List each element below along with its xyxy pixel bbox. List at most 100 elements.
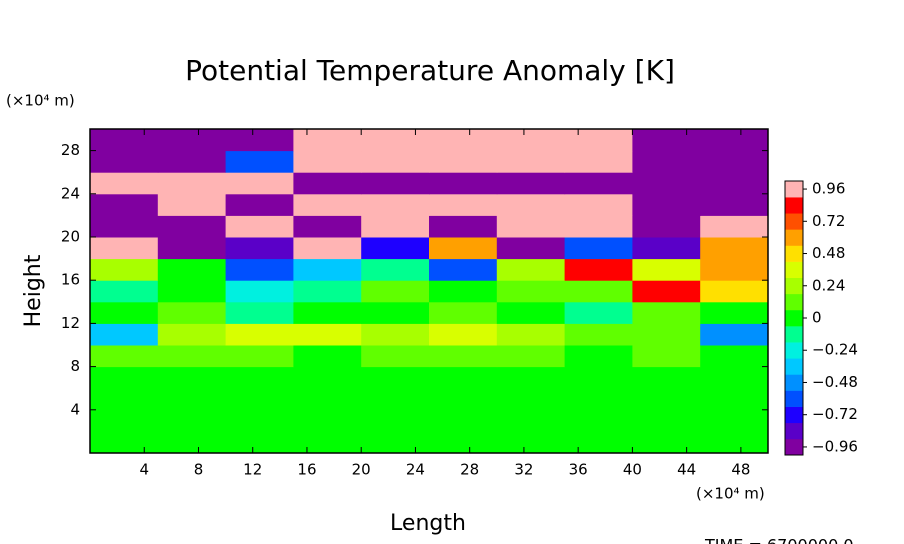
cell: [632, 301, 701, 324]
x-unit: (×10⁴ m): [696, 485, 765, 503]
cell: [700, 431, 768, 453]
cell: [632, 237, 701, 260]
cell: [361, 409, 430, 432]
cell: [700, 280, 768, 303]
cell: [496, 280, 566, 303]
cell: [564, 280, 633, 303]
cell: [496, 215, 566, 238]
cell: [293, 431, 362, 453]
y-tick-label: 24: [61, 184, 80, 202]
y-unit: (×10⁴ m): [6, 92, 75, 110]
x-tick-label: 8: [194, 461, 204, 479]
cell: [429, 193, 498, 216]
cell: [429, 150, 498, 173]
cell: [90, 431, 159, 453]
y-tick-label: 28: [61, 141, 80, 159]
cell: [90, 323, 159, 346]
cell: [361, 215, 430, 238]
cell: [496, 409, 566, 432]
cell: [225, 150, 294, 173]
cell: [157, 366, 227, 389]
colorbar-swatch: [785, 277, 803, 295]
cell: [429, 237, 498, 260]
cell: [90, 215, 159, 238]
cell: [90, 409, 159, 432]
cell: [157, 237, 227, 260]
cell: [700, 388, 768, 411]
cell: [632, 172, 701, 195]
cell: [90, 301, 159, 324]
cell: [90, 345, 159, 368]
cell: [361, 129, 430, 152]
cell: [700, 409, 768, 432]
cell: [293, 129, 362, 152]
x-tick-label: 28: [460, 461, 479, 479]
cell: [293, 409, 362, 432]
cell: [632, 345, 701, 368]
cell: [564, 193, 633, 216]
colorbar-swatch: [785, 326, 803, 343]
cell: [564, 150, 633, 173]
cell: [496, 193, 566, 216]
cell: [157, 150, 227, 173]
cell: [564, 323, 633, 346]
cell: [429, 280, 498, 303]
colorbar-swatch: [785, 293, 803, 311]
cell: [157, 388, 227, 411]
cell: [496, 345, 566, 368]
plot-frame: [89, 128, 769, 454]
cell: [157, 215, 227, 238]
x-tick-label: 12: [243, 461, 262, 479]
cell: [632, 431, 701, 453]
cell: [225, 345, 294, 368]
cell: [293, 345, 362, 368]
cell: [700, 172, 768, 195]
cell: [225, 129, 294, 152]
x-tick-label: 32: [514, 461, 533, 479]
chart-title: Potential Temperature Anomaly [K]: [185, 54, 675, 87]
cell: [361, 388, 430, 411]
cell: [90, 258, 159, 281]
cell: [225, 237, 294, 260]
cell: [496, 431, 566, 453]
cell: [90, 366, 159, 389]
cell: [429, 323, 498, 346]
x-tick-label: 48: [731, 461, 750, 479]
cell: [157, 323, 227, 346]
cell: [564, 345, 633, 368]
colorbar-swatch: [785, 374, 803, 391]
cell: [293, 150, 362, 173]
cell: [157, 409, 227, 432]
cell: [225, 301, 294, 324]
colorbar-swatch: [785, 342, 803, 359]
cell: [361, 323, 430, 346]
cell: [564, 258, 633, 281]
cell: [225, 172, 294, 195]
cell: [157, 431, 227, 453]
cell: [496, 388, 566, 411]
cell: [496, 237, 566, 260]
cell: [632, 280, 701, 303]
cell: [361, 150, 430, 173]
colorbar-tick-label: 0.72: [812, 212, 845, 230]
cell: [564, 172, 633, 195]
cell: [225, 215, 294, 238]
colorbar-swatch: [785, 406, 803, 424]
cell: [700, 237, 768, 260]
cell: [157, 129, 227, 152]
cell: [361, 172, 430, 195]
colorbar-swatch: [785, 245, 803, 262]
y-axis-label: Height: [21, 254, 46, 327]
cell: [632, 323, 701, 346]
cell: [293, 237, 362, 260]
cell: [700, 215, 768, 238]
cell: [90, 193, 159, 216]
x-tick-label: 24: [406, 461, 425, 479]
cell: [632, 129, 701, 152]
colorbar-swatch: [785, 438, 803, 456]
x-tick-label: 36: [569, 461, 588, 479]
cell: [157, 258, 227, 281]
cell: [225, 431, 294, 453]
cell: [632, 409, 701, 432]
cell: [700, 193, 768, 216]
